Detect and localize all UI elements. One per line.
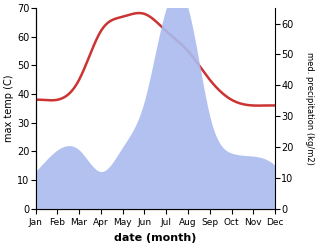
Y-axis label: max temp (C): max temp (C) [4, 75, 14, 142]
X-axis label: date (month): date (month) [114, 233, 197, 243]
Y-axis label: med. precipitation (kg/m2): med. precipitation (kg/m2) [305, 52, 314, 165]
